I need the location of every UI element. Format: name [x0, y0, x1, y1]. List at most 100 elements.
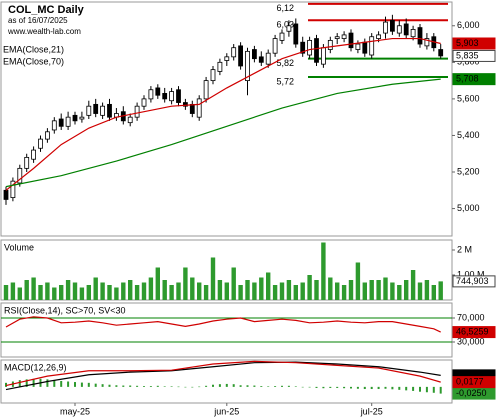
candle-body [182, 102, 188, 107]
candle-body [17, 167, 23, 184]
series-line [5, 361, 441, 391]
hist-bar [322, 386, 325, 389]
candle-body [31, 149, 37, 160]
hist-bar [253, 385, 256, 387]
value-label: 5,835 [456, 50, 479, 60]
series-line [5, 78, 441, 188]
level-label: 5,72 [276, 76, 294, 86]
hist-bar [143, 386, 145, 387]
candle-body [424, 38, 430, 47]
hist-bar [46, 379, 49, 387]
hist-bar [156, 385, 159, 387]
candle-body [72, 114, 78, 122]
bar [72, 282, 78, 300]
bar [10, 282, 16, 300]
bar [17, 287, 22, 300]
bar [162, 280, 167, 300]
hist-bar [412, 386, 415, 391]
hist-bar [391, 386, 394, 390]
bar [59, 285, 64, 300]
candle-body [79, 116, 85, 120]
bar [376, 280, 381, 300]
bar [341, 285, 347, 300]
hist-bar [301, 386, 304, 388]
bar [176, 282, 181, 300]
bar [293, 285, 298, 300]
candle-body [314, 38, 319, 63]
candle-body [162, 93, 168, 100]
bar [3, 285, 9, 300]
bar [224, 282, 229, 300]
candle-body [189, 103, 195, 114]
bar [128, 280, 133, 300]
legend-label: EMA(Close,70) [3, 56, 64, 66]
y-tick-label: 5,000 [457, 203, 480, 213]
y-tick-label: 5,600 [457, 93, 480, 103]
bar [397, 285, 402, 300]
chart-title: COL_MC Daily [8, 4, 85, 16]
level-label: 6,03 [276, 20, 294, 30]
candle-body [383, 21, 388, 34]
bar [217, 280, 223, 300]
candle-body [148, 89, 154, 100]
candle-body [58, 118, 64, 127]
candle-body [286, 25, 292, 32]
candle-body [217, 61, 223, 72]
candle-body [196, 98, 202, 118]
legend-label: EMA(Close,21) [3, 44, 64, 54]
hist-bar [336, 386, 339, 388]
value-label: 744,903 [456, 276, 489, 286]
series-line [5, 316, 441, 333]
value-label: 5,903 [456, 38, 479, 48]
candle-body [438, 49, 444, 57]
bar [279, 282, 285, 300]
candle-body [51, 120, 57, 131]
hist-bar [377, 386, 380, 390]
candle-body [307, 39, 313, 56]
hist-bar [315, 386, 318, 388]
bar [114, 287, 119, 300]
hist-bar [239, 385, 242, 387]
value-label-box [452, 73, 496, 86]
bar [197, 282, 202, 300]
hist-bar [260, 386, 263, 387]
bar [286, 280, 292, 300]
hist-bar [94, 383, 97, 387]
bar [369, 280, 374, 300]
candle-body [169, 91, 175, 102]
candle-body [369, 36, 375, 56]
bar [65, 280, 71, 300]
bar [321, 242, 326, 300]
bar [148, 277, 154, 300]
candle-body [403, 23, 409, 36]
bar [155, 267, 160, 300]
hist-bar [267, 386, 270, 387]
candle-body [134, 105, 140, 118]
hist-bar [329, 386, 332, 388]
bar [362, 282, 367, 300]
bar [438, 281, 443, 300]
chart-source: www.wealth-lab.com [7, 27, 81, 36]
panel-title: MACD(12,26,9) [4, 362, 67, 372]
hist-bar [281, 385, 283, 387]
hist-bar [60, 380, 63, 387]
bar [348, 280, 354, 300]
candle-body [100, 105, 105, 116]
candle-body [279, 32, 285, 41]
hist-bar [425, 386, 428, 393]
candle-body [417, 27, 423, 45]
candle-body [341, 34, 347, 39]
bar [31, 277, 36, 300]
candle-body [334, 36, 340, 39]
hist-bar [5, 382, 7, 387]
value-label-box [452, 37, 496, 50]
hist-bar [419, 386, 421, 392]
hist-bar [129, 385, 132, 387]
candle-body [410, 29, 416, 38]
hist-bar [108, 384, 111, 387]
bar [141, 282, 147, 300]
hist-bar [232, 384, 235, 387]
candle-body [38, 138, 43, 149]
candle-body [327, 39, 333, 50]
